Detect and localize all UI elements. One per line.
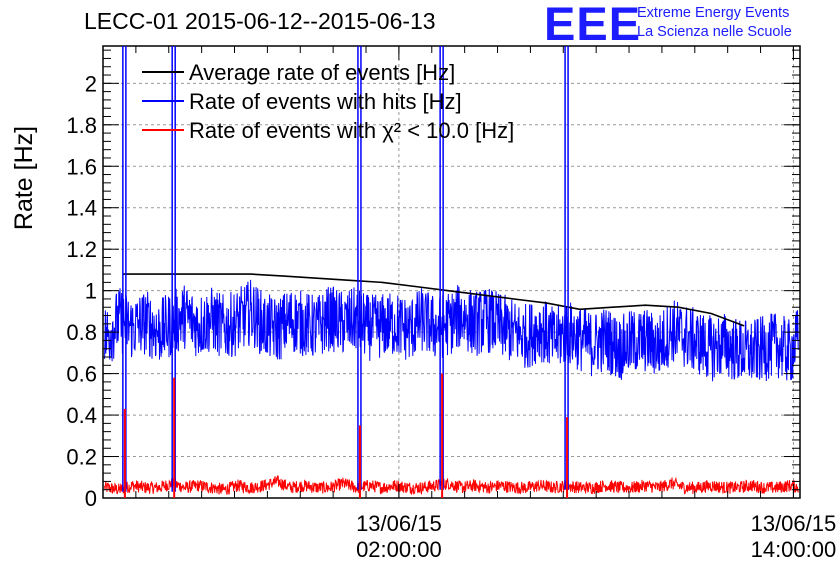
y-tick-label: 1 (85, 279, 97, 304)
legend-entry-hits: Rate of events with hits [Hz] (189, 89, 462, 114)
logo-line2: La Scienza nelle Scuole (637, 24, 792, 40)
y-tick-label: 0.2 (66, 445, 97, 470)
legend-entry-average: Average rate of events [Hz] (189, 60, 455, 85)
logo-line1: Extreme Energy Events (637, 5, 790, 21)
x-tick-label-time: 14:00:00 (751, 537, 836, 562)
plot-frame (102, 45, 801, 499)
y-tick-label: 1.4 (66, 196, 97, 221)
spike-layer (122, 46, 569, 498)
y-tick-label: 1.6 (66, 154, 97, 179)
chart-title: LECC-01 2015-06-12--2015-06-13 (84, 8, 436, 34)
y-tick-label: 0.6 (66, 362, 97, 387)
axes: 00.20.40.60.811.21.41.61.8213/06/1502:00… (66, 46, 836, 562)
y-tick-label: 0.8 (66, 320, 97, 345)
y-tick-label: 2 (85, 71, 97, 96)
x-tick-label-date: 13/06/15 (356, 511, 442, 536)
y-tick-label: 0.4 (66, 403, 97, 428)
logo-caption: Extreme Energy Events La Scienza nelle S… (637, 4, 792, 42)
legend-entry-chi2: Rate of events with χ² < 10.0 [Hz] (189, 118, 514, 143)
eee-logo: EEE (544, 0, 642, 50)
series-layer (104, 273, 799, 496)
series-line-average (122, 273, 745, 327)
y-tick-label: 1.8 (66, 113, 97, 138)
series-line-hits (104, 279, 799, 382)
x-tick-label-date: 13/06/15 (751, 511, 836, 536)
x-tick-label-time: 02:00:00 (356, 537, 442, 562)
legend: Average rate of events [Hz] Rate of event… (142, 60, 514, 143)
y-axis-label: Rate [Hz] (10, 126, 38, 230)
series-line-chi2 (104, 475, 799, 496)
y-tick-label: 1.2 (66, 237, 97, 262)
y-tick-label: 0 (85, 486, 97, 511)
